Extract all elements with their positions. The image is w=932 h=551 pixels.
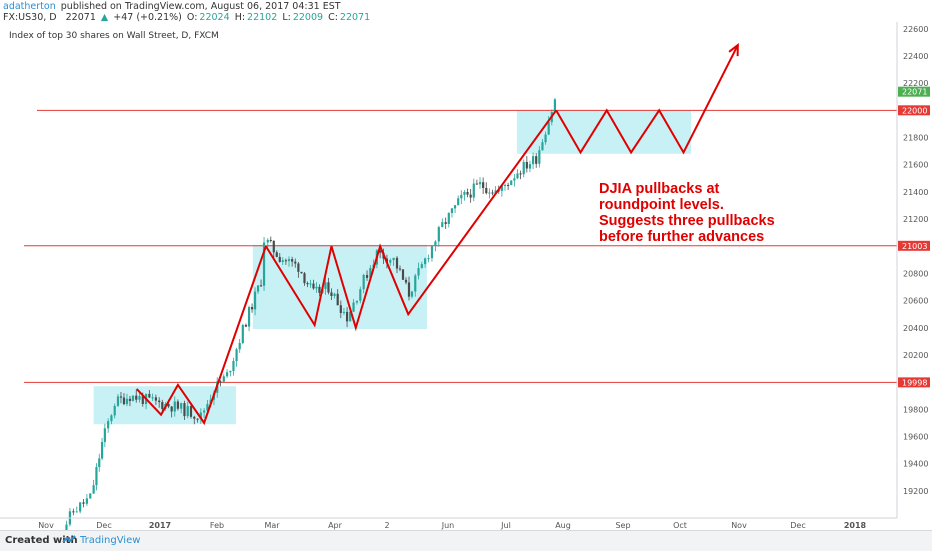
level-badge-label: 22000 xyxy=(902,106,927,115)
y-tick-label: 22600 xyxy=(903,25,928,34)
y-tick-label: 21400 xyxy=(903,188,928,197)
level-badge-21003: 21003 xyxy=(898,241,930,251)
last-price-badge-label: 22071 xyxy=(902,88,927,97)
last-price-badge: 22071 xyxy=(898,87,930,97)
chart-title: Index of top 30 shares on Wall Street, D… xyxy=(9,31,219,41)
time-axis[interactable]: Nov Dec 2017 Feb Mar Apr 2 Jun Jul Aug Sep Oct Nov De… xyxy=(38,521,866,530)
x-tick-label: Apr xyxy=(328,521,343,530)
tradingview-logo-icon xyxy=(62,535,76,545)
y-tick-label: 21800 xyxy=(903,134,928,143)
candle-65 xyxy=(263,237,265,291)
y-tick-label: 19600 xyxy=(903,432,928,441)
x-tick-label: Dec xyxy=(96,521,111,530)
x-tick-label: 2 xyxy=(384,521,389,530)
annotation-line-2: roundpoint levels. xyxy=(599,197,724,213)
y-tick-label: 19800 xyxy=(903,405,928,414)
level-badge-label: 19998 xyxy=(902,378,927,387)
y-tick-label: 19400 xyxy=(903,460,928,469)
level-badge-19998: 19998 xyxy=(898,377,930,387)
candle-10 xyxy=(89,493,91,499)
y-tick-label: 21600 xyxy=(903,161,928,170)
y-tick-label: 20200 xyxy=(903,351,928,360)
x-tick-label: Nov xyxy=(38,521,54,530)
price-chart[interactable]: 1920019400196001980020000202002040020600… xyxy=(0,0,932,530)
annotation-line-3: Suggests three pullbacks xyxy=(599,213,775,229)
y-tick-label: 20800 xyxy=(903,269,928,278)
x-tick-label: Jun xyxy=(441,521,455,530)
candle-3 xyxy=(65,521,67,530)
x-tick-label: 2018 xyxy=(844,521,867,530)
x-tick-label: Oct xyxy=(673,521,687,530)
candle-143 xyxy=(510,180,512,185)
y-tick-label: 20600 xyxy=(903,297,928,306)
y-tick-label: 19200 xyxy=(903,487,928,496)
level-badge-22000: 22000 xyxy=(898,105,930,115)
x-tick-label: Sep xyxy=(615,521,630,530)
y-tick-label: 20400 xyxy=(903,324,928,333)
candle-24 xyxy=(132,395,134,401)
annotation-line-4: before further advances xyxy=(599,229,764,245)
x-tick-label: Feb xyxy=(210,521,224,530)
plot-background xyxy=(0,22,897,518)
candle-58 xyxy=(242,324,244,344)
x-tick-label: 2017 xyxy=(149,521,171,530)
y-tick-label: 22400 xyxy=(903,52,928,61)
x-tick-label: Mar xyxy=(264,521,280,530)
x-tick-label: Aug xyxy=(555,521,571,530)
price-axis[interactable]: 1920019400196001980020000202002040020600… xyxy=(898,25,930,496)
y-tick-label: 21200 xyxy=(903,215,928,224)
level-badge-label: 21003 xyxy=(902,242,927,251)
tradingview-brand[interactable]: TradingView xyxy=(80,535,140,546)
x-tick-label: Nov xyxy=(731,521,747,530)
x-tick-label: Jul xyxy=(500,521,511,530)
annotation-line-1: DJIA pullbacks at xyxy=(599,181,720,197)
candle-109 xyxy=(402,269,404,280)
footer-bar: Created with TradingView xyxy=(0,530,932,551)
x-tick-label: Dec xyxy=(790,521,805,530)
